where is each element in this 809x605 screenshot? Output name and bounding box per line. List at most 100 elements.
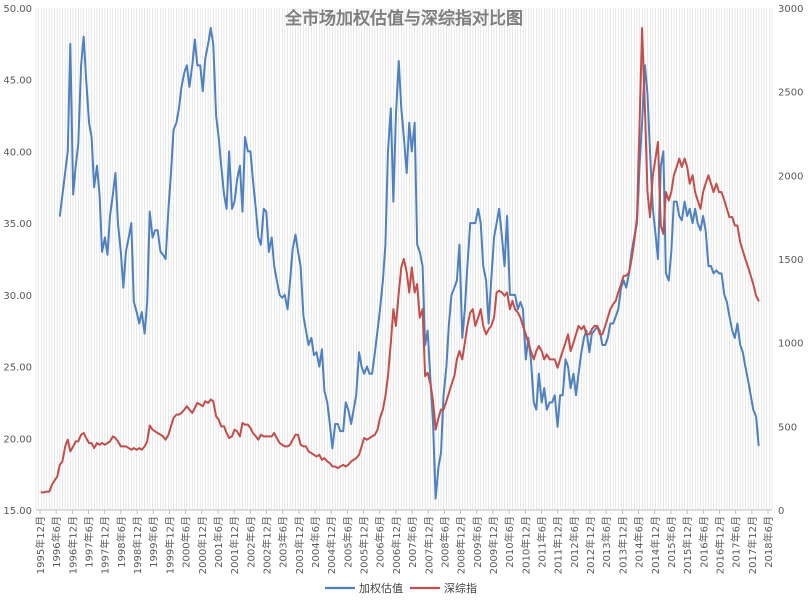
data-point-shenzhen-index bbox=[665, 191, 667, 193]
data-point-shenzhen-index bbox=[593, 325, 596, 327]
data-point-shenzhen-index bbox=[291, 438, 294, 441]
data-point-weighted-valuation bbox=[170, 172, 172, 174]
data-point-weighted-valuation bbox=[262, 207, 265, 210]
data-point-weighted-valuation bbox=[80, 64, 83, 67]
data-point-weighted-valuation bbox=[347, 408, 350, 411]
data-point-weighted-valuation bbox=[686, 215, 689, 217]
data-point-weighted-valuation bbox=[400, 107, 403, 110]
data-point-weighted-valuation bbox=[569, 387, 572, 389]
x-tick-label: 2009年6月 bbox=[471, 516, 484, 568]
data-point-shenzhen-index bbox=[281, 443, 284, 446]
data-point-weighted-valuation bbox=[712, 272, 715, 275]
data-point-weighted-valuation bbox=[90, 136, 93, 138]
data-point-weighted-valuation bbox=[577, 372, 580, 375]
data-point-weighted-valuation bbox=[260, 243, 262, 246]
data-point-weighted-valuation bbox=[646, 93, 649, 95]
data-point-shenzhen-index bbox=[413, 291, 416, 294]
data-point-shenzhen-index bbox=[651, 174, 654, 177]
data-point-shenzhen-index bbox=[625, 274, 628, 277]
data-point-shenzhen-index bbox=[699, 207, 702, 210]
data-point-shenzhen-index bbox=[61, 460, 64, 463]
data-point-shenzhen-index bbox=[220, 425, 223, 428]
data-point-shenzhen-index bbox=[617, 291, 620, 294]
data-point-shenzhen-index bbox=[252, 432, 254, 434]
legend: 加权估值 深综指 bbox=[325, 581, 477, 595]
data-point-weighted-valuation bbox=[651, 207, 654, 210]
data-point-weighted-valuation bbox=[313, 354, 315, 356]
data-point-shenzhen-index bbox=[535, 350, 538, 352]
data-point-shenzhen-index bbox=[440, 408, 442, 411]
data-point-shenzhen-index bbox=[127, 447, 130, 449]
data-point-shenzhen-index bbox=[628, 271, 630, 274]
data-point-weighted-valuation bbox=[178, 107, 180, 110]
x-tick-label: 2001年12月 bbox=[228, 516, 241, 574]
series-layer bbox=[40, 27, 760, 500]
data-point-shenzhen-index bbox=[696, 199, 699, 202]
data-point-weighted-valuation bbox=[69, 42, 72, 45]
data-point-shenzhen-index bbox=[140, 448, 143, 451]
data-point-weighted-valuation bbox=[246, 150, 249, 153]
data-point-weighted-valuation bbox=[601, 344, 604, 346]
data-point-weighted-valuation bbox=[130, 222, 133, 225]
data-point-shenzhen-index bbox=[739, 241, 742, 244]
data-point-shenzhen-index bbox=[437, 417, 440, 419]
data-point-weighted-valuation bbox=[453, 286, 456, 289]
data-point-shenzhen-index bbox=[320, 458, 323, 461]
data-point-weighted-valuation bbox=[503, 265, 506, 268]
data-point-weighted-valuation bbox=[707, 265, 710, 268]
data-point-weighted-valuation bbox=[257, 236, 260, 239]
data-point-shenzhen-index bbox=[191, 412, 194, 414]
data-point-shenzhen-index bbox=[58, 463, 61, 466]
data-point-weighted-valuation bbox=[532, 401, 535, 404]
data-point-shenzhen-index bbox=[236, 430, 238, 433]
data-point-shenzhen-index bbox=[201, 405, 204, 408]
data-point-shenzhen-index bbox=[720, 191, 723, 193]
data-point-weighted-valuation bbox=[511, 293, 514, 296]
data-point-weighted-valuation bbox=[545, 408, 548, 411]
data-point-shenzhen-index bbox=[704, 182, 707, 185]
data-point-shenzhen-index bbox=[469, 311, 472, 314]
data-point-shenzhen-index bbox=[130, 448, 133, 451]
data-point-weighted-valuation bbox=[537, 372, 540, 375]
data-point-shenzhen-index bbox=[204, 400, 207, 403]
data-point-shenzhen-index bbox=[265, 435, 268, 438]
data-point-weighted-valuation bbox=[122, 286, 125, 289]
data-point-weighted-valuation bbox=[334, 423, 337, 425]
data-point-weighted-valuation bbox=[516, 308, 519, 311]
data-point-weighted-valuation bbox=[667, 279, 670, 282]
x-tick-label: 2003年12月 bbox=[293, 516, 306, 574]
data-point-shenzhen-index bbox=[315, 455, 318, 458]
data-point-shenzhen-index bbox=[109, 440, 111, 443]
data-point-weighted-valuation bbox=[379, 308, 381, 311]
data-point-shenzhen-index bbox=[638, 124, 641, 127]
data-point-shenzhen-index bbox=[498, 289, 501, 292]
data-point-shenzhen-index bbox=[612, 303, 615, 306]
data-point-weighted-valuation bbox=[659, 164, 662, 167]
data-point-weighted-valuation bbox=[567, 365, 569, 368]
data-point-weighted-valuation bbox=[683, 200, 686, 203]
data-point-weighted-valuation bbox=[699, 229, 702, 232]
data-point-shenzhen-index bbox=[270, 435, 273, 438]
data-point-shenzhen-index bbox=[111, 435, 114, 438]
data-point-shenzhen-index bbox=[334, 465, 337, 468]
x-tick-label: 1999年6月 bbox=[147, 516, 160, 568]
data-point-weighted-valuation bbox=[530, 358, 532, 361]
left-y-tick-label: 50.00 bbox=[3, 4, 32, 15]
data-point-weighted-valuation bbox=[416, 243, 419, 246]
data-point-weighted-valuation bbox=[702, 215, 704, 217]
data-point-shenzhen-index bbox=[733, 224, 736, 227]
data-point-shenzhen-index bbox=[601, 333, 604, 336]
data-point-weighted-valuation bbox=[405, 172, 408, 174]
data-point-weighted-valuation bbox=[564, 358, 567, 361]
x-tick-label: 1997年6月 bbox=[83, 516, 96, 568]
data-point-weighted-valuation bbox=[201, 90, 204, 93]
data-point-weighted-valuation bbox=[561, 394, 564, 397]
data-point-shenzhen-index bbox=[501, 291, 503, 294]
data-point-weighted-valuation bbox=[442, 394, 445, 397]
data-point-weighted-valuation bbox=[93, 186, 96, 189]
data-point-weighted-valuation bbox=[675, 200, 678, 203]
data-point-weighted-valuation bbox=[344, 401, 347, 404]
data-point-shenzhen-index bbox=[215, 415, 218, 418]
data-point-weighted-valuation bbox=[164, 258, 167, 260]
data-point-shenzhen-index bbox=[318, 453, 321, 456]
